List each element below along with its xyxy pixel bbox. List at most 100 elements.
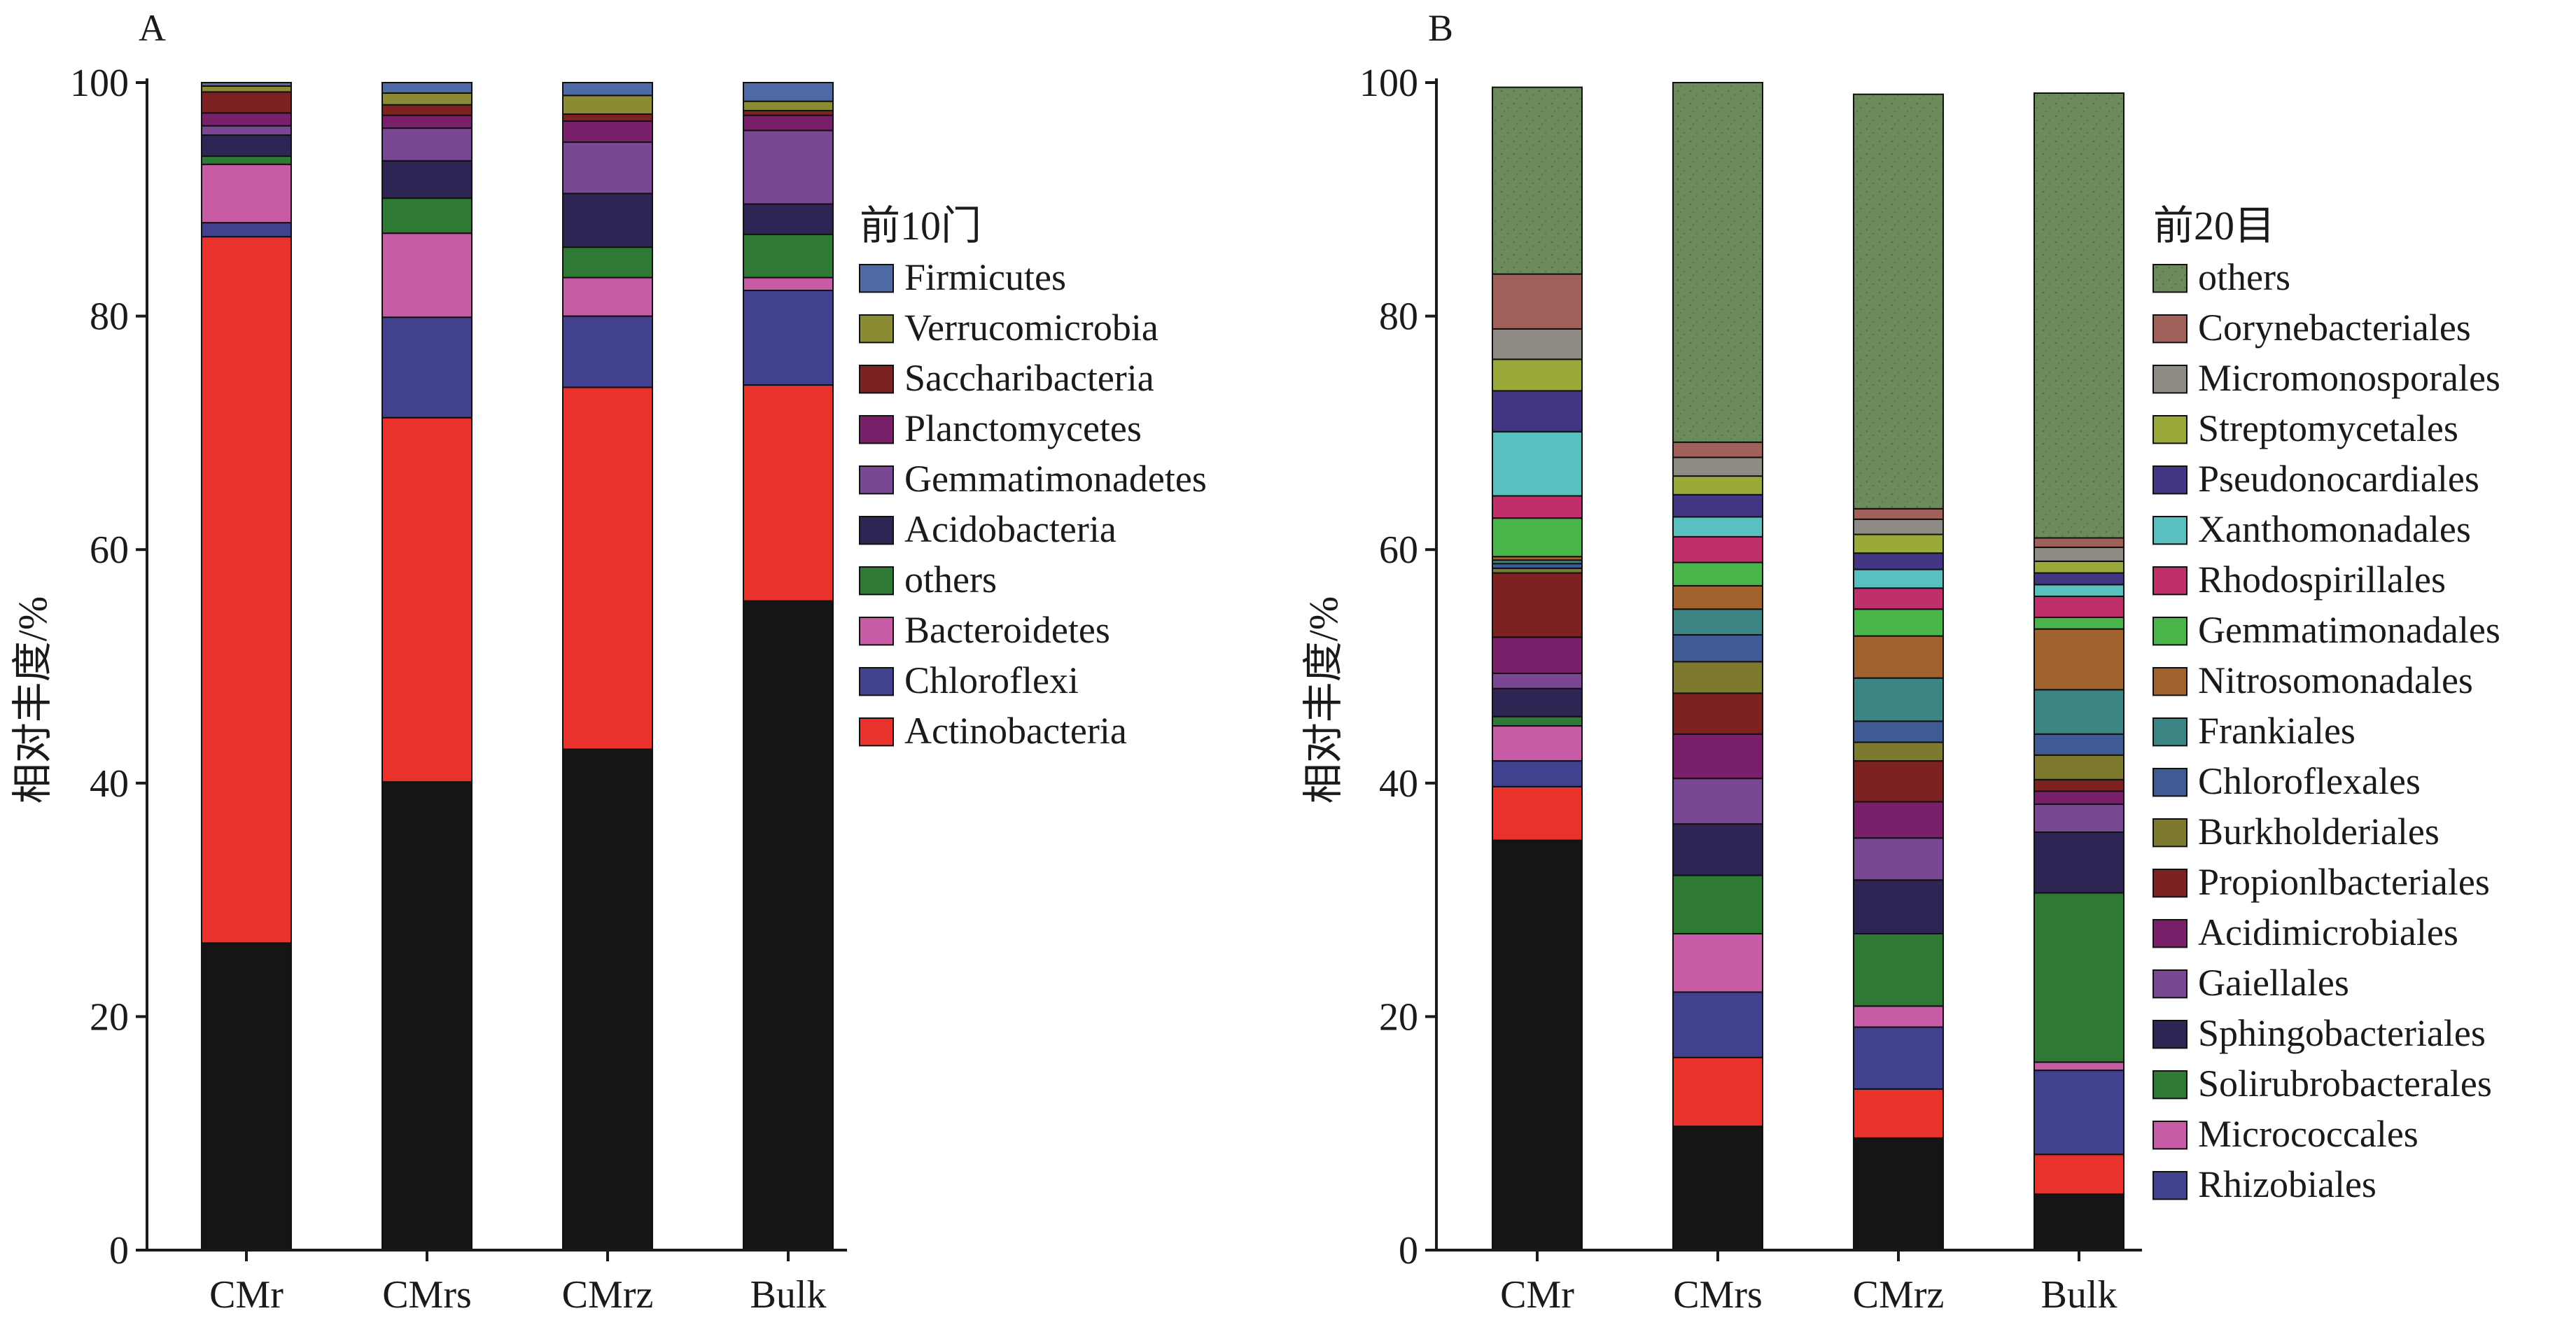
panel-b: B 相对丰度/% 0 20 40 60 80 100 CMr CMrs CMrz Bulk 前20… [1301, 7, 2500, 1317]
panel-b-segment-cmr-nitrosomonadales [1492, 563, 1583, 569]
panel-b-segment-bulk-frankiales [2033, 754, 2124, 780]
panel-b-legend-item-streptomycetales: Streptomycetales [2152, 407, 2458, 449]
panel-b-segment-cmrs-pseudonocardiales [1672, 535, 1763, 563]
panel-b-legend-swatch-nitrosomonadales [2152, 667, 2188, 696]
panel-a-segment-cmr-actinobacteria [201, 942, 292, 1252]
panel-a-segment-cmr-planctomycetes [201, 125, 292, 136]
panel-b-legend-label-rhodospirillales: Rhodospirillales [2198, 559, 2446, 601]
panel-b-segment-bulk-xanthomonadales [2033, 616, 2124, 630]
panel-a-legend-label-chloroflexi: Chloroflexi [904, 659, 1079, 701]
panel-a-segment-cmrs-chloroflexi [382, 416, 472, 783]
panel-a-y-tick-label-100: 100 [70, 62, 129, 105]
panel-b-segment-bulk-nitrosomonadales [2033, 733, 2124, 756]
panel-b-legend-item-others: others [2152, 256, 2290, 298]
panel-b-segment-cmrz-xanthomonadales [1853, 608, 1944, 637]
panel-b-segment-cmrs-extra-1 [1672, 456, 1763, 477]
panel-b-legend-item-chloroflexales: Chloroflexales [2152, 760, 2421, 802]
panel-a-segment-cmrz-firmicutes [562, 94, 653, 115]
panel-a-legend-swatch-saccharibacteria [859, 365, 894, 394]
panel-b-segment-texture-bulk [2034, 93, 2124, 538]
panel-a-segment-cmr-gemmatimonadetes [201, 134, 292, 157]
panel-b-legend-label-rhizobiales: Rhizobiales [2198, 1163, 2376, 1205]
panel-b-segment-bulk-rhodospirillales [2033, 628, 2124, 691]
panel-a-axes: 0 20 40 60 80 100 CMr CMrs CMrz Bulk [70, 62, 847, 1317]
panel-a-legend-label-actinobacteria: Actinobacteria [904, 710, 1127, 752]
panel-b-segment-cmrz-micrococcales [1853, 1088, 1944, 1139]
panel-a-legend-item-others: others [859, 559, 997, 601]
panel-a-segment-cmrs-acidobacteria [382, 197, 472, 234]
panel-a-segment-cmrz-acidobacteria [562, 246, 653, 279]
panel-a-legend-label-gemmatimonadetes: Gemmatimonadetes [904, 458, 1207, 500]
panel-b-segment-cmrz-extra-1 [1853, 518, 1944, 535]
panel-a-segment-cmrs-gemmatimonadetes [382, 160, 472, 199]
panel-b-legend-swatch-frankiales [2152, 717, 2188, 747]
panel-b-segment-texture-cmr [1492, 87, 1582, 274]
panel-a-legend-label-firmicutes: Firmicutes [904, 256, 1066, 298]
panel-a-y-tick-label-40: 40 [90, 762, 129, 806]
panel-b-legend-item-pseudonocardiales: Pseudonocardiales [2152, 458, 2479, 500]
panel-b-legend-label-xanthomonadales: Xanthomonadales [2198, 508, 2471, 550]
panel-b-segment-cmrz-streptomycetales [1853, 568, 1944, 589]
panel-b-segment-bulk-solirubrobacterales [2033, 1070, 2124, 1156]
panel-b-segment-bulk-micromonosporales [2033, 572, 2124, 586]
panel-b-segment-cmrz-chloroflexales [1853, 760, 1944, 803]
panel-a-segment-bulk-firmicutes-top [743, 82, 834, 102]
panel-b-legend-swatch-propionlbacteriales [2152, 869, 2188, 898]
panel-a-segment-cmrz-others [562, 276, 653, 317]
panel-b-legend-label-micrococcales: Micrococcales [2198, 1113, 2418, 1155]
panel-b-legend-label-solirubrobacterales: Solirubrobacterales [2198, 1063, 2492, 1105]
panel-b-legend-label-streptomycetales: Streptomycetales [2198, 407, 2458, 449]
panel-b-y-tick-label-100: 100 [1359, 62, 1418, 105]
panel-a-segment-cmrz-gemmatimonadetes [562, 192, 653, 248]
panel-b-bar-cmrz [1853, 93, 1944, 1251]
panel-b-legend-label-chloroflexales: Chloroflexales [2198, 760, 2421, 802]
panel-a-x-tick-label-cmrz: CMrz [562, 1273, 654, 1315]
panel-b-segment-cmrz-micromonosporales [1853, 552, 1944, 570]
panel-b-segment-cmrz-rhodospirillales [1853, 635, 1944, 679]
panel-b-segment-bulk-streptomycetales [2033, 584, 2124, 597]
panel-a-segment-cmrs-others [382, 232, 472, 318]
panel-b-segment-bulk-gemmatimonadales [2033, 689, 2124, 735]
panel-a-legend-item-firmicutes: Firmicutes [859, 256, 1066, 298]
panel-a-segment-cmr-bacteroidetes [201, 222, 292, 238]
panel-a-segment-bulk-bacteroidetes [743, 289, 834, 386]
panel-b-legend-item-corynebacteriales: Corynebacteriales [2152, 307, 2471, 349]
panel-a-segment-cmrs-verrucomicrobia [382, 104, 472, 116]
panel-b-segment-cmrz-propionlbacteriales [1853, 837, 1944, 881]
panel-b-segment-cmr-extra-1 [1492, 328, 1583, 360]
panel-b-x-tick-label-cmr: CMr [1500, 1273, 1574, 1315]
panel-a-legend-item-bacteroidetes: Bacteroidetes [859, 609, 1110, 651]
panel-b-segment-cmrs-propionlbacteriales [1672, 778, 1763, 825]
panel-b-segment-cmrz-gemmatimonadales [1853, 677, 1944, 722]
panel-b-legend-swatch-streptomycetales [2152, 415, 2188, 444]
panel-b-x-tick-label-cmrs: CMrs [1673, 1273, 1763, 1315]
panel-b-legend-swatch-sphingobacteriales [2152, 1020, 2188, 1049]
panel-b-segment-cmr-corynebacteriales [1492, 358, 1583, 392]
panel-b-segment-cmr-propionlbacteriales [1492, 673, 1583, 689]
panel-a-segment-cmrs-planctomycetes [382, 127, 472, 162]
panel-b-y-tick-label-0: 0 [1399, 1229, 1418, 1273]
panel-b-segment-cmrz-pseudonocardiales [1853, 587, 1944, 610]
panel-b-segment-bulk-pseudonocardiales [2033, 595, 2124, 618]
panel-b-segment-cmr-micromonosporales [1492, 390, 1583, 433]
panel-b-segment-cmr-micrococcales [1492, 785, 1583, 841]
panel-a-y-axis-title: 相对丰度/% [10, 596, 55, 804]
panel-a-legend-label-saccharibacteria: Saccharibacteria [904, 357, 1154, 399]
panel-a-legend-swatch-others [859, 566, 894, 596]
panel-b-segment-bulk-sphingobacteriales [2033, 1061, 2124, 1072]
panel-b-legend-item-gemmatimonadales: Gemmatimonadales [2152, 609, 2500, 651]
panel-a-segment-cmrs-actinobacteria [382, 781, 472, 1251]
panel-a-legend-swatch-acidobacteria [859, 516, 894, 545]
panel-b-segment-cmrs-frankiales [1672, 661, 1763, 694]
panel-b-legend-label-burkholderiales: Burkholderiales [2198, 811, 2440, 853]
panel-a-segment-cmr-firmicutes-top [201, 82, 292, 87]
panel-a-bar-bulk [743, 82, 834, 1251]
panel-a-legend-label-others: others [904, 559, 997, 601]
panel-b-segment-cmrz-gaiellales [1853, 932, 1944, 1007]
panel-b-segment-bulk-extra-1 [2033, 546, 2124, 562]
panel-b-segment-cmr-solirubrobacterales [1492, 760, 1583, 787]
panel-a-legend-swatch-planctomycetes [859, 415, 894, 444]
panel-b-segment-cmrs-chloroflexales [1672, 692, 1763, 735]
panel-a-segment-cmr-chloroflexi [201, 236, 292, 944]
panel-b-segment-cmrs-extra-2 [1672, 441, 1763, 458]
